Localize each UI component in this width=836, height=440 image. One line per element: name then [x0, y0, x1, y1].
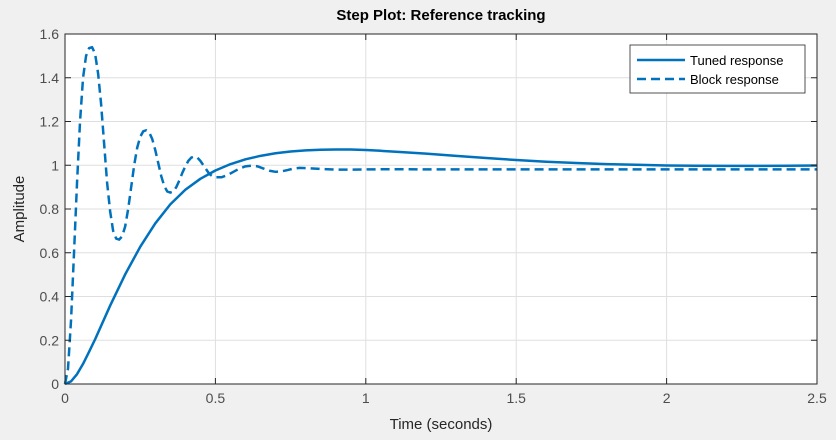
y-tick-label: 1.6 [40, 26, 60, 42]
legend-label-block-response: Block response [690, 72, 779, 87]
y-tick-label: 0.6 [40, 245, 60, 261]
x-tick-label: 0.5 [206, 390, 226, 406]
legend-box [629, 44, 806, 94]
x-tick-label: 2 [663, 390, 671, 406]
y-axis-label: Amplitude [11, 176, 28, 243]
x-tick-label: 0 [61, 390, 69, 406]
x-tick-label: 1 [362, 390, 370, 406]
chart-title: Step Plot: Reference tracking [336, 7, 545, 24]
x-tick-label: 1.5 [506, 390, 526, 406]
legend-label-tuned-response: Tuned response [690, 53, 783, 68]
x-axis-label: Time (seconds) [390, 416, 493, 433]
axis-ticks: 0 0.5 1 1.5 2 2.5 0 0.2 0.4 0.6 0.8 1 1.2 1.4 1.6 [40, 26, 827, 406]
series-line-tuned-response [64, 148, 818, 386]
y-tick-label: 0.4 [40, 289, 60, 305]
y-tick-label: 0 [51, 376, 59, 392]
series-line-block-response [63, 45, 817, 385]
x-tick-label: 2.5 [807, 390, 827, 406]
y-tick-label: 0.8 [40, 201, 60, 217]
series-lines [63, 45, 818, 386]
legend[interactable]: Tuned response Block response [629, 44, 806, 94]
y-tick-label: 1 [51, 157, 59, 173]
y-tick-label: 0.2 [40, 332, 60, 348]
y-tick-label: 1.4 [40, 70, 60, 86]
y-tick-label: 1.2 [40, 114, 60, 130]
